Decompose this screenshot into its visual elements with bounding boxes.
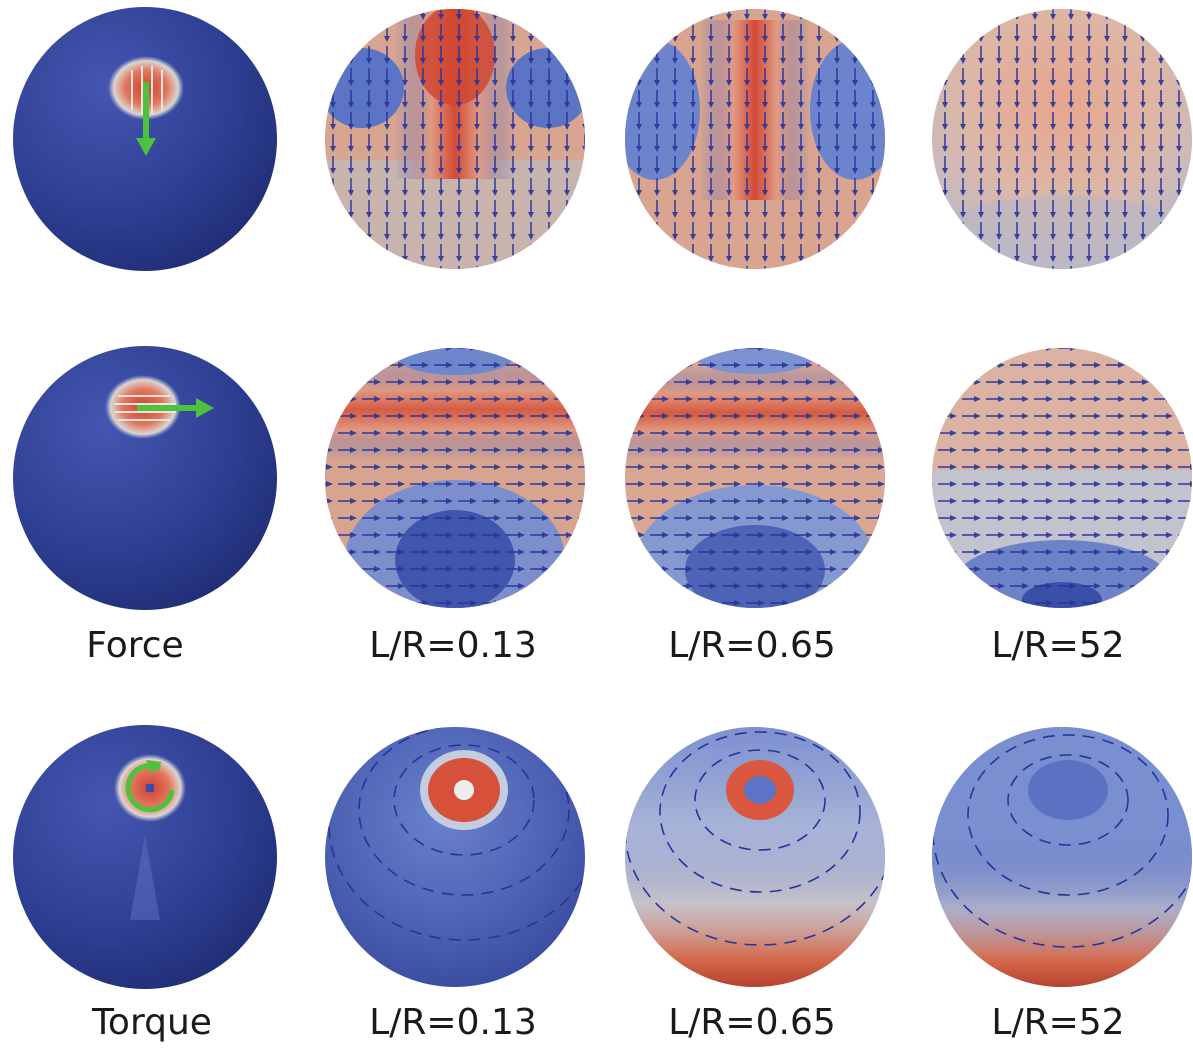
label-torque-ratio-low: L/R=0.13 xyxy=(369,1002,537,1043)
sphere-force-right-ratio-high xyxy=(932,348,1192,608)
label-torque-ratio-high: L/R=52 xyxy=(991,1002,1125,1043)
sphere-force-down-source xyxy=(13,7,277,271)
force-down-arrow-icon xyxy=(136,82,156,156)
label-force-ratio-low: L/R=0.13 xyxy=(369,625,537,666)
label-torque: Torque xyxy=(92,1002,212,1043)
force-right-arrow-icon xyxy=(137,398,214,418)
sphere-torque-source xyxy=(13,725,277,989)
sphere-torque-ratio-high xyxy=(932,727,1192,987)
sphere-force-down-ratio-low xyxy=(325,9,585,269)
sphere-force-down-ratio-mid xyxy=(625,9,885,269)
sphere-torque-ratio-low xyxy=(325,727,585,987)
sphere-force-right-ratio-low xyxy=(325,348,585,608)
sphere-force-right-ratio-mid xyxy=(625,348,885,608)
torque-circular-arrow-icon xyxy=(125,760,175,813)
label-force-ratio-high: L/R=52 xyxy=(991,625,1125,666)
sphere-force-right-source xyxy=(13,346,277,610)
label-torque-ratio-mid: L/R=0.65 xyxy=(668,1002,836,1043)
sphere-force-down-ratio-high xyxy=(932,9,1192,269)
label-force-ratio-mid: L/R=0.65 xyxy=(668,625,836,666)
sphere-torque-ratio-mid xyxy=(625,727,885,987)
label-force: Force xyxy=(86,625,184,666)
